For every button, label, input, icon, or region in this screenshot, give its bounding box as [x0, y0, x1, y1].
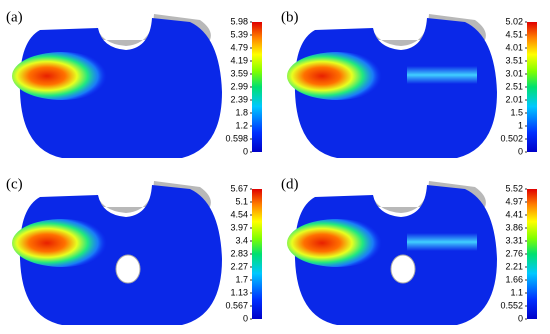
colorbar-tick-label: 5.67 — [230, 183, 248, 193]
colorbar-tick-label: 5.52 — [505, 183, 523, 193]
colorbar-tick-label: 0 — [518, 313, 523, 323]
colorbar-tick-label: 4.54 — [230, 209, 248, 219]
colorbar — [252, 189, 262, 319]
colorbar — [252, 22, 262, 152]
panel-label: (d) — [281, 176, 299, 192]
colorbar-tick-label: 2.21 — [505, 261, 523, 271]
colorbar-tick-label: 1.2 — [235, 120, 248, 130]
contact-hotspot — [12, 219, 112, 267]
colorbar — [527, 22, 537, 152]
panel: (c) 5.67 5.1 4.54 3.97 3.4 2.83 2.27 1.7 1.13 0.56… — [6, 176, 262, 325]
colorbar-tick-label: 0 — [243, 313, 248, 323]
contact-band — [407, 66, 477, 84]
colorbar-tick-label: 3.97 — [230, 222, 248, 232]
colorbar — [527, 189, 537, 319]
colorbar-tick-label: 4.01 — [505, 42, 523, 52]
colorbar-tick-label: 5.39 — [230, 29, 248, 39]
colorbar-tick-label: 1.8 — [235, 107, 248, 117]
colorbar-tick-label: 4.97 — [505, 196, 523, 206]
hole — [115, 254, 141, 284]
panel-label: (b) — [281, 9, 299, 25]
colorbar-tick-label: 0 — [518, 146, 523, 156]
colorbar-tick-label: 2.27 — [230, 261, 248, 271]
colorbar-tick-label: 0.567 — [225, 300, 248, 310]
contact-hotspot — [12, 52, 112, 100]
contact-hotspot — [287, 219, 387, 267]
colorbar-tick-label: 4.41 — [505, 209, 523, 219]
colorbar-tick-label: 3.31 — [505, 235, 523, 245]
colorbar-tick-label: 2.83 — [230, 248, 248, 258]
colorbar-tick-label: 1.1 — [510, 287, 523, 297]
colorbar-tick-label: 4.51 — [505, 29, 523, 39]
panel: (b) 5.02 4.51 4.01 3.51 3.01 2.51 2.01 1.5 1 0.502… — [281, 9, 537, 158]
panel: (a) 5.98 5.39 4.79 4.19 3.59 2.99 2.39 1.8 1.2 0.5… — [6, 9, 262, 158]
contact-band — [407, 233, 477, 251]
colorbar-tick-label: 2.51 — [505, 81, 523, 91]
colorbar-tick-label: 5.1 — [235, 196, 248, 206]
colorbar-tick-label: 1 — [518, 120, 523, 130]
colorbar-tick-label: 2.01 — [505, 94, 523, 104]
colorbar-tick-label: 0.598 — [225, 133, 248, 143]
colorbar-tick-label: 3.51 — [505, 55, 523, 65]
panel-label: (a) — [6, 9, 23, 25]
contact-hotspot — [287, 52, 387, 100]
panel-label: (c) — [6, 176, 23, 192]
colorbar-tick-label: 2.99 — [230, 81, 248, 91]
colorbar-tick-label: 1.66 — [505, 274, 523, 284]
colorbar-tick-label: 1.13 — [230, 287, 248, 297]
hole — [390, 254, 416, 284]
colorbar-tick-label: 2.76 — [505, 248, 523, 258]
colorbar-tick-label: 0 — [243, 146, 248, 156]
colorbar-tick-label: 0.552 — [500, 300, 523, 310]
colorbar-tick-label: 2.39 — [230, 94, 248, 104]
colorbar-tick-label: 1.7 — [235, 274, 248, 284]
panel: (d) 5.52 4.97 4.41 3.86 3.31 2.76 2.21 1.66 1.1 0.… — [281, 176, 537, 325]
colorbar-tick-label: 3.59 — [230, 68, 248, 78]
colorbar-tick-label: 5.02 — [505, 16, 523, 26]
colorbar-tick-label: 3.01 — [505, 68, 523, 78]
colorbar-tick-label: 3.86 — [505, 222, 523, 232]
colorbar-tick-label: 4.79 — [230, 42, 248, 52]
colorbar-tick-label: 5.98 — [230, 16, 248, 26]
colorbar-tick-label: 4.19 — [230, 55, 248, 65]
colorbar-tick-label: 0.502 — [500, 133, 523, 143]
colorbar-tick-label: 1.5 — [510, 107, 523, 117]
colorbar-tick-label: 3.4 — [235, 235, 248, 245]
